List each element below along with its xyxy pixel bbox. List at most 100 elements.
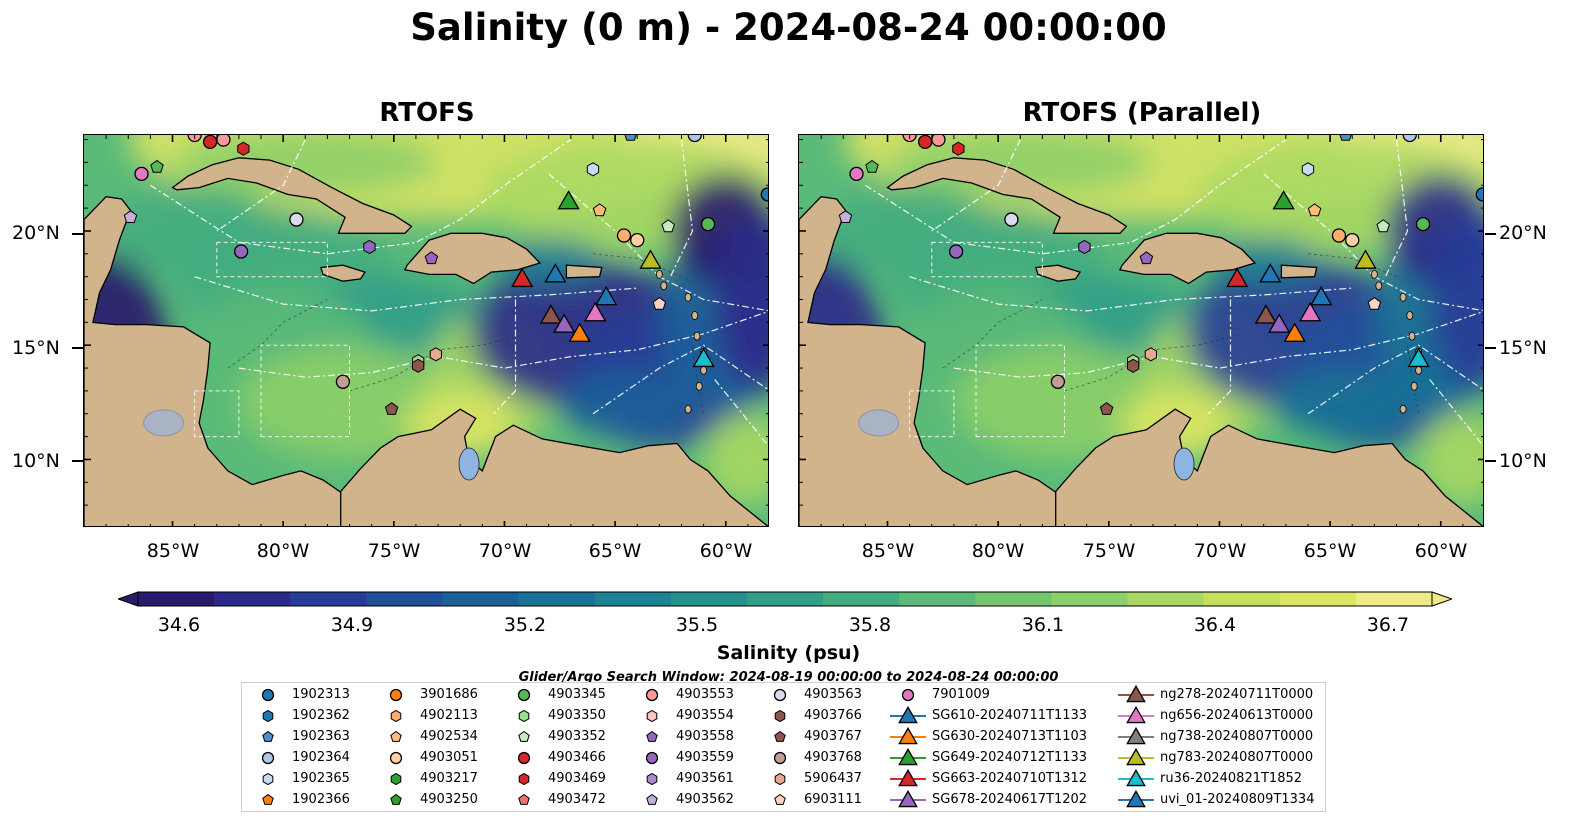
colorbar-tick: 34.6 — [157, 614, 201, 636]
legend-marker — [645, 751, 659, 765]
legend-marker — [645, 688, 659, 702]
legend-marker — [890, 748, 926, 766]
platform-marker — [700, 216, 716, 232]
island — [700, 365, 708, 375]
lat-tick — [1485, 347, 1496, 349]
legend-label: 4903217 — [420, 771, 478, 786]
legend-marker-shape — [390, 772, 402, 786]
legend-marker-shape — [390, 730, 402, 742]
legend: 1902313 1902362 1902363 1902364 1902365 19023… — [241, 682, 1326, 812]
lat-label-10n-right: 10°N — [1499, 450, 1547, 472]
lon-label-70w-left: 70°W — [478, 540, 532, 562]
colorbar-segment — [138, 592, 215, 606]
legend-marker-shape — [898, 790, 918, 808]
legend-marker — [646, 709, 658, 723]
lon-label-75w-left: 75°W — [367, 540, 421, 562]
island — [695, 381, 703, 391]
legend-label: 4903561 — [676, 771, 734, 786]
island — [684, 292, 692, 302]
colorbar-segment — [1279, 592, 1357, 606]
platform-marker — [1299, 301, 1322, 322]
platform-marker — [511, 267, 534, 288]
land-puertorico — [565, 264, 603, 279]
search-window-text: Glider/Argo Search Window: 2024-08-19 00… — [518, 670, 1059, 685]
colorbar-extend-max — [1431, 591, 1452, 607]
legend-label: SG678-20240617T1202 — [932, 792, 1088, 807]
platform-marker — [1402, 135, 1417, 143]
legend-label: 4903352 — [548, 729, 606, 744]
legend-label: 4902113 — [420, 708, 478, 723]
colorbar-segment — [290, 592, 367, 606]
platform-marker — [595, 285, 618, 306]
eez-boundary — [1307, 344, 1483, 415]
legend-marker — [773, 751, 787, 765]
platform-marker — [1127, 358, 1140, 373]
platform-marker — [624, 135, 637, 141]
platform-marker — [592, 203, 607, 217]
legend-label: 4903562 — [676, 792, 734, 807]
island — [660, 281, 668, 291]
dashed-region — [931, 241, 1043, 278]
legend-marker — [646, 730, 658, 742]
legend-marker — [890, 727, 926, 745]
legend-marker — [261, 688, 275, 702]
legend-label: 1902364 — [292, 750, 350, 765]
legend-marker-shape — [898, 706, 918, 724]
eez-boundary — [1207, 299, 1232, 415]
platform-marker — [202, 135, 218, 150]
legend-marker-shape — [898, 727, 918, 745]
lake-maracaibo — [458, 447, 480, 481]
legend-label: ng656-20240613T0000 — [1160, 708, 1314, 723]
lat-tick — [72, 233, 83, 235]
land-hispaniola — [1118, 232, 1257, 285]
legend-label: 4902534 — [420, 729, 478, 744]
legend-label: 1902366 — [292, 792, 350, 807]
legend-marker — [518, 793, 530, 805]
legend-marker-shape — [389, 751, 403, 765]
eez-boundary — [194, 276, 638, 312]
bathymetry-contour — [692, 345, 704, 414]
land-cuba — [171, 157, 413, 234]
land-southAmerica — [1055, 408, 1483, 526]
island — [684, 404, 692, 414]
legend-marker-shape — [645, 688, 659, 702]
colorbar-label: Salinity (psu) — [716, 642, 861, 664]
salinity-field — [84, 135, 768, 526]
platform-marker — [1354, 249, 1377, 269]
lon-label-85w-right: 85°W — [861, 540, 915, 562]
legend-label: 4903766 — [804, 708, 862, 723]
legend-marker — [1118, 706, 1154, 724]
legend-marker-shape — [774, 772, 786, 786]
colorbar-segment — [1127, 592, 1205, 606]
legend-marker — [773, 688, 787, 702]
panel-title-rtofs: RTOFS — [379, 98, 475, 128]
lat-label-15n-right: 15°N — [1499, 337, 1547, 359]
platform-marker — [1301, 162, 1315, 177]
legend-marker-shape — [1126, 727, 1146, 745]
land-jamaica — [319, 264, 367, 282]
legend-label: 7901009 — [932, 687, 990, 702]
platform-marker — [1345, 232, 1360, 248]
lat-label-20n-left: 20°N — [12, 222, 60, 244]
salinity-colorbar — [118, 591, 1452, 607]
platform-marker — [661, 219, 675, 233]
legend-label: 4903553 — [676, 687, 734, 702]
salinity-blob — [1274, 368, 1408, 437]
panel-title-rtofs-parallel: RTOFS (Parallel) — [1022, 98, 1262, 128]
legend-marker — [517, 751, 531, 765]
eez-boundary — [216, 139, 306, 232]
dashed-region — [194, 390, 240, 438]
legend-marker — [1118, 769, 1154, 787]
platform-marker — [917, 135, 933, 150]
platform-marker — [1310, 285, 1333, 306]
map-rtofs[interactable] — [83, 134, 769, 527]
map-rtofs-parallel[interactable] — [798, 134, 1484, 527]
eez-boundary — [669, 139, 694, 277]
legend-label: 4903466 — [548, 750, 606, 765]
lat-tick — [72, 460, 83, 462]
land-cuba — [886, 157, 1128, 234]
legend-label: 1902362 — [292, 708, 350, 723]
dashed-region — [975, 344, 1065, 438]
platform-marker — [687, 135, 702, 143]
colorbar-segment — [366, 592, 443, 606]
